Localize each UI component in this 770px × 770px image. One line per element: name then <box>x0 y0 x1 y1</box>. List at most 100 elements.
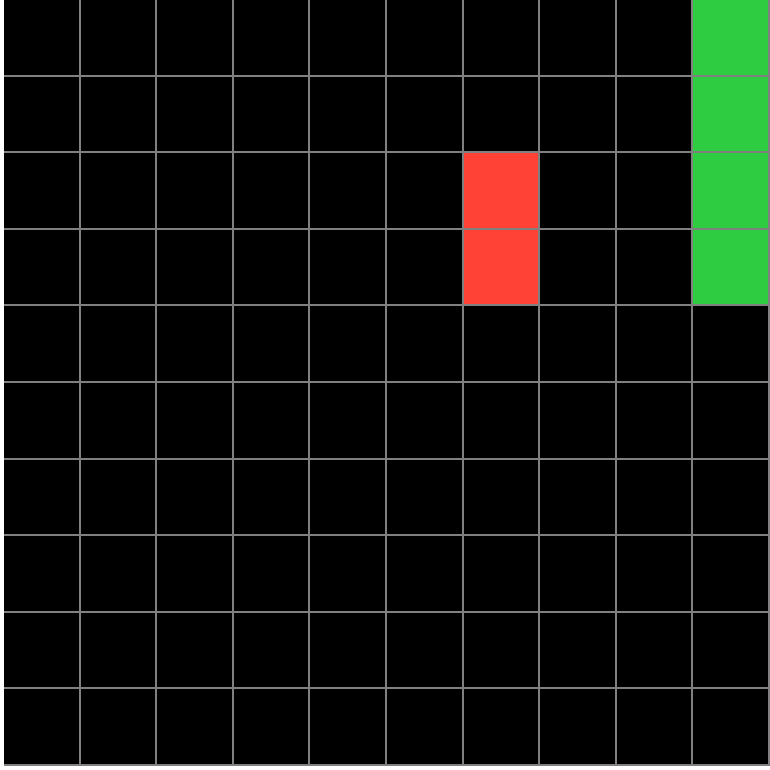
grid-cell[interactable] <box>310 612 385 688</box>
grid-cell[interactable] <box>616 306 692 381</box>
grid-cell[interactable] <box>616 612 692 688</box>
grid-cell-green[interactable] <box>693 153 768 228</box>
grid-cell[interactable] <box>386 0 462 75</box>
grid-cell[interactable] <box>80 459 156 535</box>
grid-cell[interactable] <box>233 382 309 458</box>
grid-cell[interactable] <box>616 153 692 228</box>
grid-cell[interactable] <box>463 459 539 535</box>
grid-cell[interactable] <box>80 153 156 228</box>
grid-cell[interactable] <box>386 306 462 381</box>
grid-cell[interactable] <box>463 536 539 611</box>
grid-cell[interactable] <box>4 153 79 228</box>
grid-cell[interactable] <box>386 459 462 535</box>
grid-cell[interactable] <box>540 382 615 458</box>
grid-cell[interactable] <box>386 536 462 611</box>
grid-cell[interactable] <box>540 459 615 535</box>
grid-cell[interactable] <box>4 689 79 764</box>
grid-cell[interactable] <box>233 612 309 688</box>
grid-cell[interactable] <box>233 76 309 152</box>
grid-cell-green[interactable] <box>693 0 768 75</box>
grid-cell[interactable] <box>80 0 156 75</box>
grid-cell[interactable] <box>233 0 309 75</box>
grid-cell[interactable] <box>4 382 79 458</box>
grid-cell[interactable] <box>463 0 539 75</box>
grid-cell[interactable] <box>616 0 692 75</box>
grid-cell[interactable] <box>233 153 309 228</box>
grid-cell[interactable] <box>157 0 232 75</box>
grid-cell[interactable] <box>157 459 232 535</box>
grid-cell[interactable] <box>540 689 615 764</box>
grid-cell[interactable] <box>157 153 232 228</box>
grid-cell[interactable] <box>157 76 232 152</box>
grid-cell[interactable] <box>310 76 385 152</box>
grid-cell-red[interactable] <box>463 229 539 305</box>
grid-cell[interactable] <box>616 382 692 458</box>
grid-cell[interactable] <box>540 536 615 611</box>
grid-cell[interactable] <box>157 229 232 305</box>
grid-cell[interactable] <box>386 382 462 458</box>
grid-cell[interactable] <box>80 76 156 152</box>
grid-cell[interactable] <box>157 382 232 458</box>
grid-cell[interactable] <box>310 536 385 611</box>
grid-cell[interactable] <box>693 536 768 611</box>
grid-cell-green[interactable] <box>693 229 768 305</box>
grid-cell[interactable] <box>4 306 79 381</box>
grid-cell[interactable] <box>4 612 79 688</box>
grid-cell[interactable] <box>540 0 615 75</box>
grid-cell[interactable] <box>463 612 539 688</box>
grid-cell-green[interactable] <box>693 76 768 152</box>
grid-cell[interactable] <box>310 153 385 228</box>
grid-cell[interactable] <box>540 306 615 381</box>
grid-cell[interactable] <box>616 536 692 611</box>
grid-cell[interactable] <box>4 76 79 152</box>
grid-cell[interactable] <box>616 689 692 764</box>
grid-cell[interactable] <box>386 76 462 152</box>
grid-cell[interactable] <box>233 459 309 535</box>
grid-cell[interactable] <box>157 306 232 381</box>
grid-cell[interactable] <box>233 306 309 381</box>
grid-cell[interactable] <box>310 229 385 305</box>
grid-cell[interactable] <box>310 382 385 458</box>
grid-cell[interactable] <box>693 612 768 688</box>
grid-cell[interactable] <box>386 153 462 228</box>
grid-cell[interactable] <box>386 612 462 688</box>
grid-cell[interactable] <box>233 229 309 305</box>
grid-cell[interactable] <box>693 382 768 458</box>
grid-cell[interactable] <box>4 536 79 611</box>
grid-cell[interactable] <box>463 382 539 458</box>
grid-cell[interactable] <box>80 612 156 688</box>
grid-cell[interactable] <box>463 76 539 152</box>
grid-cell[interactable] <box>616 229 692 305</box>
grid-cell-red[interactable] <box>463 153 539 228</box>
grid-cell[interactable] <box>157 536 232 611</box>
grid-cell[interactable] <box>157 689 232 764</box>
grid-cell[interactable] <box>386 229 462 305</box>
grid-cell[interactable] <box>4 0 79 75</box>
grid-cell[interactable] <box>540 612 615 688</box>
grid-cell[interactable] <box>310 306 385 381</box>
grid-cell[interactable] <box>80 382 156 458</box>
grid-cell[interactable] <box>157 612 232 688</box>
grid-cell[interactable] <box>540 76 615 152</box>
grid-cell[interactable] <box>310 0 385 75</box>
grid-cell[interactable] <box>540 229 615 305</box>
grid-cell[interactable] <box>693 306 768 381</box>
grid-cell[interactable] <box>4 229 79 305</box>
grid-cell[interactable] <box>80 306 156 381</box>
grid-cell[interactable] <box>4 459 79 535</box>
grid-cell[interactable] <box>233 536 309 611</box>
grid-cell[interactable] <box>616 76 692 152</box>
grid-cell[interactable] <box>616 459 692 535</box>
grid-cell[interactable] <box>540 153 615 228</box>
grid-cell[interactable] <box>693 459 768 535</box>
grid-cell[interactable] <box>463 689 539 764</box>
grid-cell[interactable] <box>463 306 539 381</box>
grid-cell[interactable] <box>80 536 156 611</box>
grid-cell[interactable] <box>386 689 462 764</box>
grid-cell[interactable] <box>233 689 309 764</box>
grid-cell[interactable] <box>80 229 156 305</box>
grid-cell[interactable] <box>693 689 768 764</box>
grid-cell[interactable] <box>310 459 385 535</box>
grid-cell[interactable] <box>310 689 385 764</box>
grid-cell[interactable] <box>80 689 156 764</box>
